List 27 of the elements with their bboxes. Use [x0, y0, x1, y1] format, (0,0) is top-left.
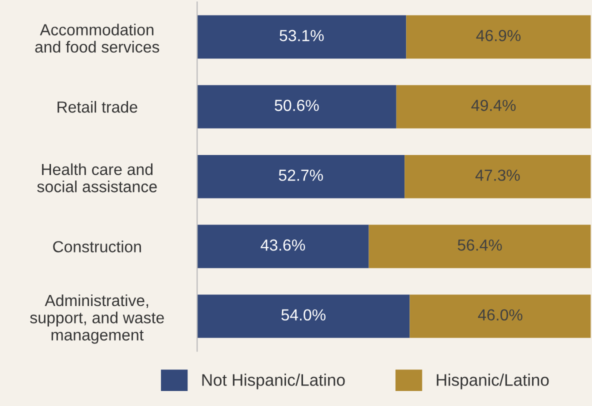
data-label: 43.6%	[260, 239, 306, 251]
bar	[197, 85, 396, 128]
data-label: 54.0%	[281, 309, 326, 321]
bar	[197, 15, 406, 59]
data-label: 46.9%	[476, 30, 521, 42]
bar	[396, 85, 591, 128]
bar	[404, 154, 591, 198]
data-label: 56.4%	[458, 239, 502, 251]
bar	[406, 15, 591, 59]
data-label: 46.0%	[478, 309, 522, 321]
y-tick-label: Administrative, support, and waste management	[30, 294, 164, 344]
bar	[368, 224, 591, 268]
data-label: 50.6%	[274, 100, 319, 112]
data-label: 47.3%	[475, 170, 520, 181]
y-tick-label: Accommodation and food services	[35, 24, 160, 53]
y-tick-label: Construction	[53, 240, 141, 252]
data-label: 53.1%	[280, 30, 324, 42]
bar	[197, 294, 410, 338]
y-tick-label: Health care and social assistance	[37, 163, 157, 192]
legend-label: Not Hispanic/Latino	[202, 374, 345, 390]
data-label: 52.7%	[278, 170, 323, 181]
bar	[197, 154, 405, 198]
bar	[197, 224, 369, 268]
bar	[410, 294, 591, 338]
legend-label: Hispanic/Latino	[436, 374, 549, 390]
y-tick-label: Retail trade	[58, 100, 138, 113]
data-label: 49.4%	[471, 100, 516, 112]
